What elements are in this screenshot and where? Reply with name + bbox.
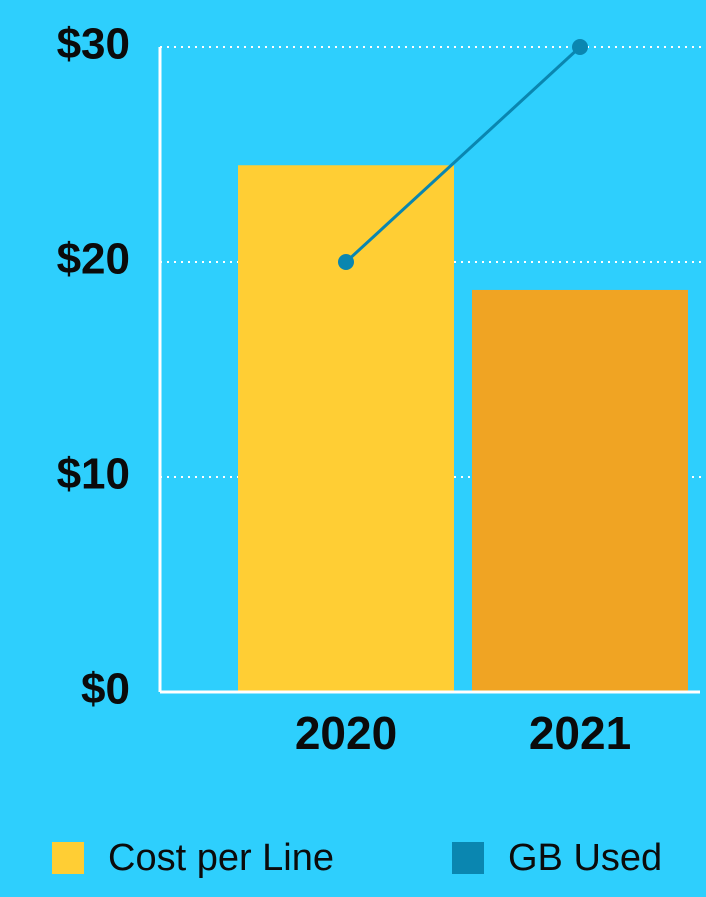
legend-swatch	[52, 842, 84, 874]
y-tick-label: $30	[57, 20, 130, 69]
legend-label: GB Used	[508, 837, 662, 879]
y-tick-label: $20	[57, 235, 130, 284]
y-tick-label: $0	[81, 665, 130, 714]
x-tick-label: 2020	[295, 707, 397, 759]
legend-swatch	[452, 842, 484, 874]
legend-label: Cost per Line	[108, 837, 334, 879]
line-point	[338, 254, 354, 270]
y-tick-label: $10	[57, 450, 130, 499]
bar	[472, 289, 688, 692]
bar	[238, 165, 454, 692]
x-tick-label: 2021	[529, 707, 631, 759]
line	[344, 45, 582, 264]
line-point	[572, 39, 588, 55]
